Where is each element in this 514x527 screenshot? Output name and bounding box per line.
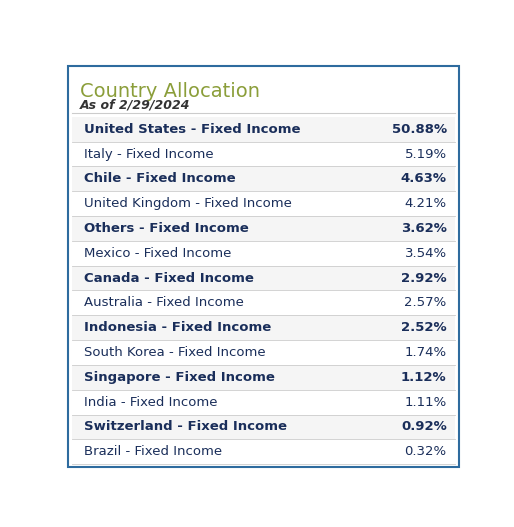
FancyBboxPatch shape — [68, 66, 458, 467]
Text: Chile - Fixed Income: Chile - Fixed Income — [84, 172, 236, 186]
Text: Mexico - Fixed Income: Mexico - Fixed Income — [84, 247, 231, 260]
Text: 2.92%: 2.92% — [401, 271, 447, 285]
Text: Australia - Fixed Income: Australia - Fixed Income — [84, 296, 244, 309]
Text: 4.21%: 4.21% — [405, 197, 447, 210]
FancyBboxPatch shape — [72, 315, 455, 340]
FancyBboxPatch shape — [72, 266, 455, 290]
Text: Country Allocation: Country Allocation — [80, 82, 260, 101]
Text: United States - Fixed Income: United States - Fixed Income — [84, 123, 301, 136]
Text: United Kingdom - Fixed Income: United Kingdom - Fixed Income — [84, 197, 292, 210]
FancyBboxPatch shape — [72, 216, 455, 241]
FancyBboxPatch shape — [72, 365, 455, 390]
Text: Switzerland - Fixed Income: Switzerland - Fixed Income — [84, 421, 287, 433]
FancyBboxPatch shape — [72, 340, 455, 365]
Text: India - Fixed Income: India - Fixed Income — [84, 396, 217, 408]
Text: Indonesia - Fixed Income: Indonesia - Fixed Income — [84, 321, 271, 334]
FancyBboxPatch shape — [72, 117, 455, 142]
Text: 1.11%: 1.11% — [405, 396, 447, 408]
Text: 0.92%: 0.92% — [401, 421, 447, 433]
FancyBboxPatch shape — [72, 415, 455, 440]
FancyBboxPatch shape — [72, 142, 455, 167]
FancyBboxPatch shape — [72, 290, 455, 315]
Text: 0.32%: 0.32% — [405, 445, 447, 458]
Text: Brazil - Fixed Income: Brazil - Fixed Income — [84, 445, 222, 458]
FancyBboxPatch shape — [72, 191, 455, 216]
FancyBboxPatch shape — [72, 440, 455, 464]
Text: 3.62%: 3.62% — [401, 222, 447, 235]
Text: 5.19%: 5.19% — [405, 148, 447, 161]
Text: 1.12%: 1.12% — [401, 371, 447, 384]
FancyBboxPatch shape — [72, 241, 455, 266]
Text: Others - Fixed Income: Others - Fixed Income — [84, 222, 249, 235]
FancyBboxPatch shape — [72, 167, 455, 191]
Text: Italy - Fixed Income: Italy - Fixed Income — [84, 148, 214, 161]
Text: 2.57%: 2.57% — [405, 296, 447, 309]
Text: Canada - Fixed Income: Canada - Fixed Income — [84, 271, 254, 285]
FancyBboxPatch shape — [72, 390, 455, 415]
Text: South Korea - Fixed Income: South Korea - Fixed Income — [84, 346, 266, 359]
Text: 2.52%: 2.52% — [401, 321, 447, 334]
Text: 50.88%: 50.88% — [392, 123, 447, 136]
Text: As of 2/29/2024: As of 2/29/2024 — [80, 99, 191, 112]
Text: Singapore - Fixed Income: Singapore - Fixed Income — [84, 371, 275, 384]
Text: 1.74%: 1.74% — [405, 346, 447, 359]
Text: 4.63%: 4.63% — [401, 172, 447, 186]
Text: 3.54%: 3.54% — [405, 247, 447, 260]
